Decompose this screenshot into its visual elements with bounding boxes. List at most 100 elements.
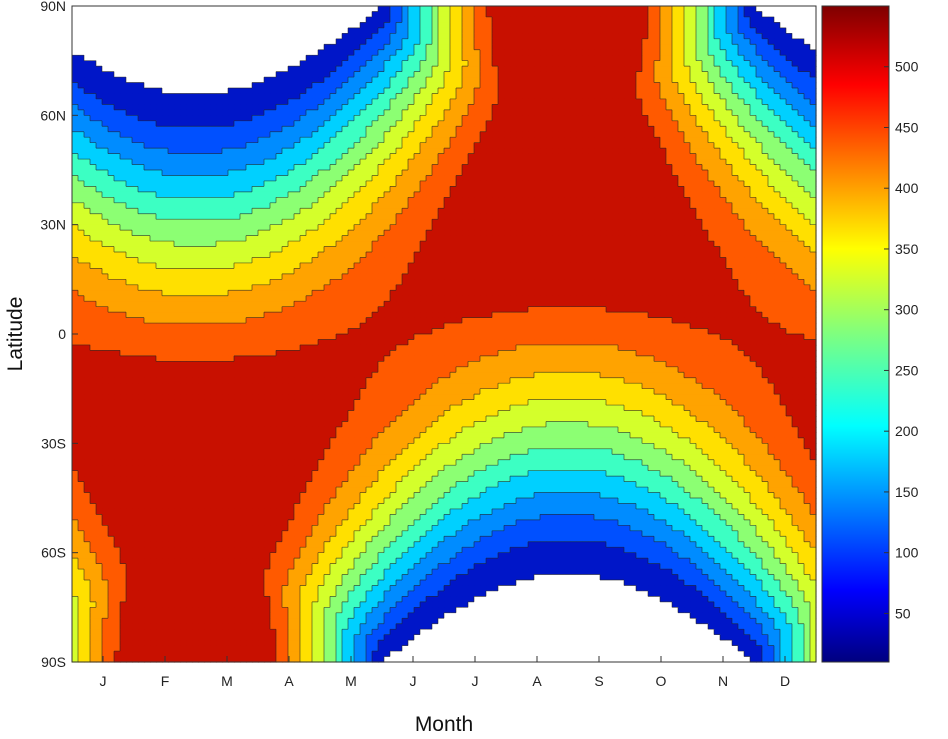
contour-cell [444,88,451,95]
contour-cell [144,77,151,84]
contour-cell [90,77,97,84]
contour-cell [540,131,547,138]
contour-cell [294,71,301,78]
contour-cell [498,213,505,220]
contour-cell [624,170,631,177]
contour-cell [240,191,247,198]
contour-cell [612,159,619,166]
contour-cell [480,191,487,198]
contour-cell [774,33,781,40]
contour-cell [192,11,199,18]
contour-cell [486,120,493,127]
contour-cell [774,170,781,177]
contour-cell [102,27,109,34]
contour-cell [612,82,619,89]
contour-cell [480,38,487,45]
contour-cell [324,109,331,116]
contour-cell [420,213,427,220]
contour-cell [336,219,343,226]
contour-cell [438,213,445,220]
contour-cell [360,66,367,73]
contour-cell [444,16,451,23]
contour-cell [84,77,91,84]
contour-cell [456,153,463,160]
contour-cell [456,131,463,138]
contour-cell [390,44,397,51]
contour-cell [216,197,223,204]
contour-cell [792,55,799,62]
contour-cell [216,93,223,100]
contour-cell [570,104,577,111]
contour-cell [612,109,619,116]
contour-cell [804,98,811,105]
contour-cell [576,77,583,84]
contour-cell [210,180,217,187]
contour-cell [606,60,613,67]
contour-cell [426,109,433,116]
contour-cell [84,126,91,133]
contour-cell [624,202,631,209]
contour-cell [540,164,547,171]
contour-cell [216,219,223,226]
contour-cell [132,164,139,171]
contour-cell [516,148,523,155]
contour-cell [72,16,79,23]
contour-cell [510,27,517,34]
contour-cell [342,44,349,51]
contour-cell [546,175,553,182]
contour-cell [294,191,301,198]
contour-cell [480,197,487,204]
contour-cell [450,213,457,220]
contour-cell [162,115,169,122]
contour-cell [456,44,463,51]
contour-cell [474,55,481,62]
contour-cell [72,88,79,95]
contour-cell [258,213,265,220]
contour-cell [468,186,475,193]
contour-cell [588,186,595,193]
contour-cell [564,22,571,29]
contour-cell [780,159,787,166]
contour-cell [210,202,217,209]
contour-cell [516,66,523,73]
contour-cell [360,93,367,100]
contour-cell [348,6,355,13]
contour-cell [174,175,181,182]
contour-cell [498,98,505,105]
contour-cell [426,33,433,40]
contour-cell [546,71,553,78]
contour-cell [360,197,367,204]
contour-cell [756,60,763,67]
contour-cell [516,55,523,62]
contour-cell [762,44,769,51]
contour-cell [240,131,247,138]
contour-cell [798,38,805,45]
contour-cell [660,104,667,111]
contour-cell [78,6,85,13]
contour-cell [384,6,391,13]
contour-cell [192,224,199,231]
contour-cell [510,82,517,89]
contour-cell [378,142,385,149]
contour-cell [498,153,505,160]
contour-cell [594,180,601,187]
contour-cell [672,27,679,34]
contour-cell [150,213,157,220]
contour-cell [180,27,187,34]
contour-cell [786,66,793,73]
contour-cell [222,33,229,40]
contour-cell [732,219,739,226]
contour-cell [240,104,247,111]
contour-cell [672,109,679,116]
contour-cell [378,120,385,127]
contour-cell [306,44,313,51]
contour-cell [732,93,739,100]
contour-cell [606,104,613,111]
contour-cell [78,38,85,45]
contour-cell [414,142,421,149]
contour-cell [756,77,763,84]
contour-cell [384,164,391,171]
contour-cell [144,197,151,204]
contour-cell [270,77,277,84]
contour-cell [480,153,487,160]
